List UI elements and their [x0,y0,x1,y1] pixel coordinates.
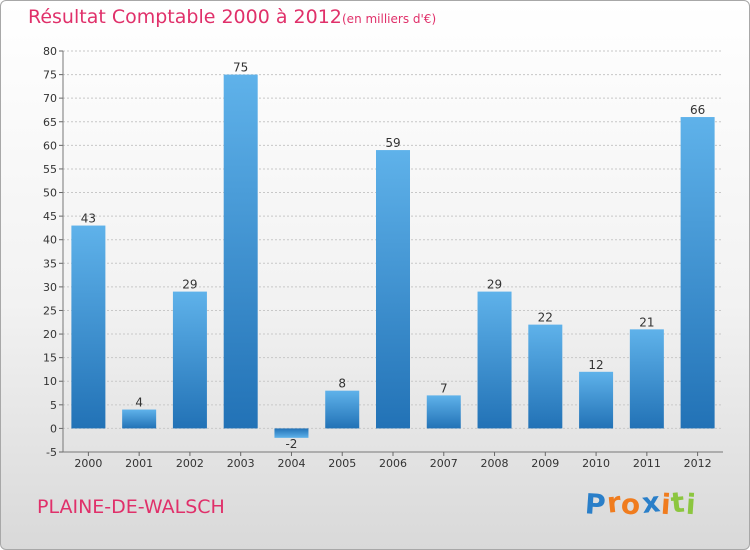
bar-2011 [629,329,664,429]
axes [59,50,723,456]
y-tick-label: 80 [43,45,57,58]
y-tick-label: 40 [43,234,57,247]
bar-2006 [376,150,410,429]
x-tick-label: 2001 [125,457,153,470]
value-label: 12 [588,358,603,372]
x-tick-label: 2009 [531,457,559,470]
value-label: -2 [285,437,297,451]
commune-name: PLAINE-DE-WALSCH [37,496,225,518]
logo-letter: o [620,487,643,522]
bar-2008 [477,291,512,429]
y-tick-label: 50 [43,187,57,200]
y-tick-label: 60 [43,139,57,152]
value-label: 22 [538,311,553,325]
y-tick-label: 35 [43,257,57,270]
chart-title: Résultat Comptable 2000 à 2012 [28,6,342,28]
value-label: 29 [487,278,502,292]
y-tick-label: 30 [43,281,57,294]
value-label: 59 [385,136,400,150]
bar-2004 [274,428,309,438]
value-label: 7 [440,381,448,395]
value-label: 29 [182,278,197,292]
x-tick-label: 2005 [328,457,356,470]
value-label: 4 [135,396,143,410]
y-tick-label: 45 [43,210,57,223]
y-tick-label: 15 [43,352,57,365]
x-tick-label: 2000 [74,457,102,470]
value-labels: 43 4 29 75 -2 8 59 7 29 22 12 21 66 [81,61,706,451]
bar-2001 [122,409,157,429]
bar-2012 [680,117,715,429]
y-tick-label: -5 [46,446,57,459]
bar-2002 [172,291,207,429]
x-tick-label: 2004 [277,457,305,470]
value-label: 75 [233,61,248,75]
y-tick-label: 5 [50,399,57,412]
y-tick-label: 0 [50,422,57,435]
x-tick-label: 2011 [633,457,661,470]
logo-letter: i [684,487,698,522]
value-label: 21 [639,315,654,329]
bar-2000 [71,225,106,429]
bar-2003 [223,74,258,429]
x-tick-label: 2010 [582,457,610,470]
y-tick-label: 20 [43,328,57,341]
logo-letter: P [583,487,608,522]
chart-subtitle: (en milliers d'€) [342,12,437,26]
x-tick-label: 2006 [379,457,407,470]
y-tick-label: 25 [43,304,57,317]
y-tick-label: 55 [43,163,57,176]
y-axis-ticks: -5 0 5 10 15 20 25 30 35 40 45 50 55 60 65 70 75 80 [43,45,57,459]
value-label: 8 [338,377,346,391]
bar-2005 [325,390,360,429]
y-tick-label: 70 [43,92,57,105]
bar-2007 [426,395,461,429]
y-tick-label: 10 [43,375,57,388]
proxiti-logo[interactable]: Proxiti [583,485,698,522]
value-label: 66 [690,103,705,117]
y-tick-label: 65 [43,116,57,129]
x-tick-label: 2007 [430,457,458,470]
bars [71,74,715,438]
x-tick-label: 2008 [481,457,509,470]
value-label: 43 [81,212,96,226]
x-axis-ticks: 2000 2001 2002 2003 2004 2005 2006 2007 2008 2009… [74,457,711,470]
x-tick-label: 2002 [176,457,204,470]
x-tick-label: 2003 [227,457,255,470]
bar-2009 [528,324,563,429]
bar-2010 [579,371,614,429]
x-tick-label: 2012 [684,457,712,470]
y-tick-label: 75 [43,69,57,82]
logo-letter: x [639,485,663,520]
